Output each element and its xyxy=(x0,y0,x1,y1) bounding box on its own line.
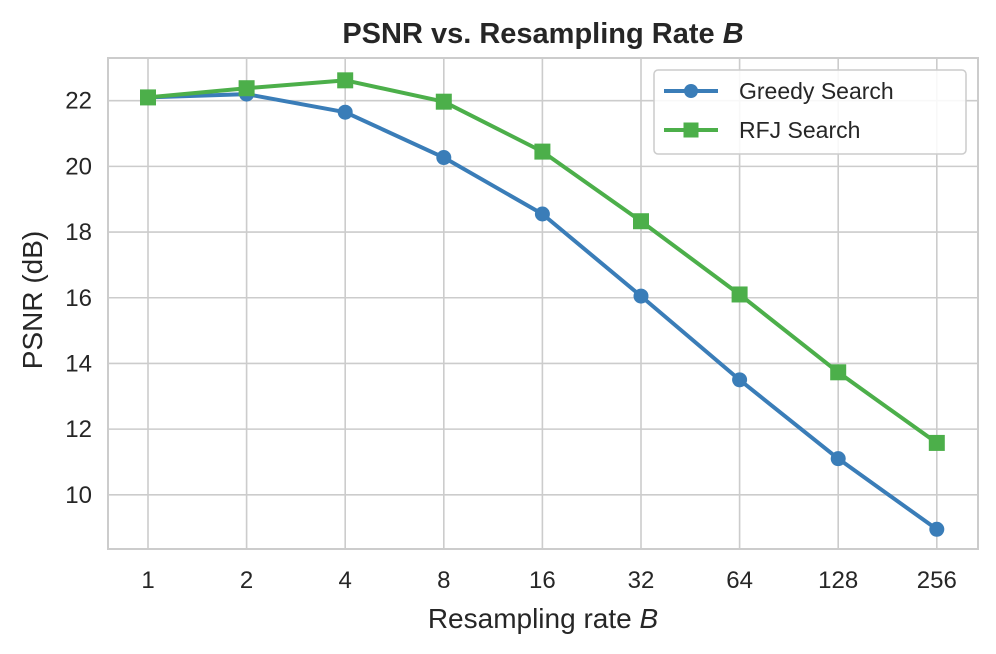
chart-title: PSNR vs. Resampling Rate B xyxy=(342,18,743,50)
legend-box xyxy=(653,69,967,155)
series-rfj-search xyxy=(140,72,945,451)
y-tick-label: 14 xyxy=(65,350,92,377)
y-tick-label: 12 xyxy=(65,416,92,443)
data-point xyxy=(140,89,156,106)
legend-marker-greedy xyxy=(684,84,698,98)
x-tick-label: 2 xyxy=(240,567,253,594)
legend-marker-rfj xyxy=(683,122,699,138)
legend-label-greedy: Greedy Search xyxy=(739,78,894,104)
y-tick-label: 16 xyxy=(65,285,92,312)
series-greedy-search xyxy=(140,86,945,537)
data-point xyxy=(830,451,846,467)
x-tick-label: 4 xyxy=(339,567,352,594)
y-tick-label: 18 xyxy=(65,219,92,246)
x-tick-label: 128 xyxy=(818,567,858,594)
data-point xyxy=(633,213,649,230)
data-point xyxy=(928,434,945,451)
data-point xyxy=(633,288,649,304)
x-tick-label: 64 xyxy=(726,567,753,594)
x-tick-label: 8 xyxy=(437,567,450,594)
y-tick-label: 20 xyxy=(65,153,92,180)
y-tick-label: 22 xyxy=(65,88,92,115)
data-point xyxy=(830,364,847,381)
x-tick-label: 1 xyxy=(141,567,154,594)
data-point xyxy=(732,372,748,388)
plot-frame xyxy=(107,57,979,550)
x-tick-label: 256 xyxy=(917,567,957,594)
x-tick-label: 16 xyxy=(529,567,556,594)
y-axis-label: PSNR (dB) xyxy=(17,231,48,369)
y-axis-ticks: 10 12 14 16 18 20 22 xyxy=(65,88,92,509)
data-point xyxy=(731,286,748,303)
data-point xyxy=(929,521,945,537)
x-axis-label: Resampling rate B xyxy=(428,603,658,634)
data-point xyxy=(534,206,550,222)
y-tick-label: 10 xyxy=(65,482,92,509)
data-point xyxy=(238,80,255,97)
legend-label-rfj: RFJ Search xyxy=(739,117,860,143)
data-point xyxy=(435,93,452,110)
data-point xyxy=(534,143,551,160)
legend: Greedy Search RFJ Search xyxy=(653,69,967,155)
plot-area xyxy=(107,57,979,550)
data-point xyxy=(337,72,354,89)
data-point xyxy=(337,104,353,120)
data-point xyxy=(436,150,452,166)
x-axis-ticks: 1 2 4 8 16 32 64 128 256 xyxy=(141,567,957,594)
series-layer xyxy=(140,72,945,537)
x-tick-label: 32 xyxy=(628,567,655,594)
